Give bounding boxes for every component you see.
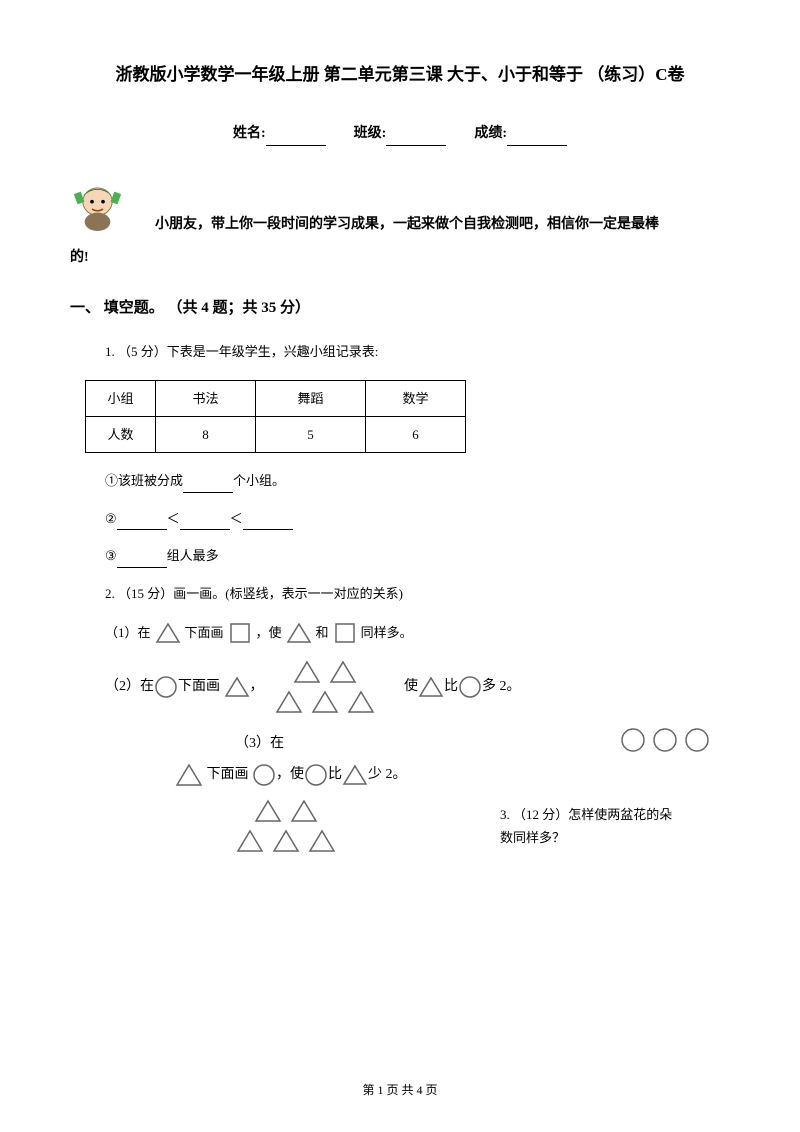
name-blank[interactable] (266, 132, 326, 146)
circle-icon (458, 675, 482, 699)
circle-icon (252, 763, 276, 787)
triangle-icon (342, 763, 368, 787)
q1-sub1-blank[interactable] (183, 480, 233, 493)
page-title: 浙教版小学数学一年级上册 第二单元第三课 大于、小于和等于 （练习）C卷 (70, 60, 730, 91)
table-header-row: 小组 书法 舞蹈 数学 (86, 380, 466, 416)
q2-part2: （2）在 下面画 ， 使 比 多 2。 (105, 659, 730, 715)
td-v2: 5 (256, 416, 366, 452)
info-line: 姓名: 班级: 成绩: (70, 121, 730, 146)
q1-sub2-blank2[interactable] (180, 517, 230, 530)
page-footer: 第 1 页 共 4 页 (0, 1080, 800, 1102)
triangle-pyramid-2 (235, 798, 337, 854)
q2p2-d: 使 (404, 674, 418, 699)
q1-sub3-blank[interactable] (117, 555, 167, 568)
q3-text-2: 数同样多？ (500, 830, 565, 845)
q2p2-a: （2）在 (105, 674, 154, 699)
q1-sub2-lt2: ＜ (230, 511, 243, 526)
table-data-row: 人数 8 5 6 (86, 416, 466, 452)
q3-text-1: 3. （12 分）怎样使两盆花的朵 (500, 807, 672, 822)
td-v3: 6 (366, 416, 466, 452)
th-group: 小组 (86, 380, 156, 416)
td-label: 人数 (86, 416, 156, 452)
square-icon (228, 621, 252, 645)
q2p2-e: 比 (444, 674, 458, 699)
th-calligraphy: 书法 (156, 380, 256, 416)
q2p3-a: （3）在 (235, 736, 284, 751)
intro-text-1: 小朋友，带上你一段时间的学习成果，一起来做个自我检测吧，相信你一定是最棒 (155, 176, 659, 237)
td-v1: 8 (156, 416, 256, 452)
q2-text: 2. （15 分）画一画。(标竖线，表示一一对应的关系) (105, 582, 730, 605)
q2p1-a: （1）在 (105, 621, 151, 644)
q1-sub3-b: 组人最多 (167, 548, 219, 563)
q1-sub1-b: 个小组。 (233, 473, 285, 488)
q1-sub1-a: ①该班被分成 (105, 473, 183, 488)
th-math: 数学 (366, 380, 466, 416)
q2p3-c: ，使 (276, 762, 304, 787)
q1-sub2-lt1: ＜ (167, 511, 180, 526)
q1-sub1: ①该班被分成 个小组。 (105, 469, 730, 492)
circle-icon (304, 763, 328, 787)
class-label: 班级: (354, 126, 387, 141)
name-label: 姓名: (233, 126, 266, 141)
q1-table: 小组 书法 舞蹈 数学 人数 8 5 6 (85, 380, 466, 454)
circle-row (620, 727, 710, 753)
triangle-icon (175, 762, 203, 788)
intro-text-2: 的! (70, 245, 730, 270)
triangle-pyramid (274, 659, 376, 715)
q2p2-c: ， (250, 674, 264, 699)
q1-sub2-blank1[interactable] (117, 517, 167, 530)
triangle-icon (224, 675, 250, 699)
q2-part3: （3）在 下面画 ，使 比 少 2。 (105, 727, 730, 854)
q2p1-b: 下面画 (185, 621, 224, 644)
q2p3-e: 少 2。 (368, 762, 407, 787)
q1-sub2-blank3[interactable] (243, 517, 293, 530)
q2-part1: （1）在 下面画 ，使 和 同样多。 (105, 621, 730, 645)
section-1-title: 一、 填空题。 （共 4 题；共 35 分） (70, 295, 730, 322)
q2p1-d: 和 (316, 621, 329, 644)
triangle-icon (155, 621, 181, 645)
class-blank[interactable] (386, 132, 446, 146)
q1-text: 1. （5 分）下表是一年级学生，兴趣小组记录表: (105, 340, 730, 363)
q1-sub2: ② ＜ ＜ (105, 507, 730, 530)
score-blank[interactable] (507, 132, 567, 146)
mascot-icon (70, 176, 125, 231)
square-icon (333, 621, 357, 645)
triangle-icon (286, 621, 312, 645)
q2p3-b: 下面画 (207, 762, 249, 787)
q2p3-d: 比 (328, 762, 342, 787)
q2p2-f: 多 2。 (482, 674, 521, 699)
q2p1-e: 同样多。 (361, 621, 413, 644)
triangle-icon (418, 675, 444, 699)
intro-row: 小朋友，带上你一段时间的学习成果，一起来做个自我检测吧，相信你一定是最棒 (70, 176, 730, 237)
q2p2-b: 下面画 (178, 674, 220, 699)
th-dance: 舞蹈 (256, 380, 366, 416)
q1-sub2-label: ② (105, 511, 117, 526)
q2p1-c: ，使 (256, 621, 282, 644)
q1-sub3: ③ 组人最多 (105, 544, 730, 567)
score-label: 成绩: (474, 126, 507, 141)
circle-icon (154, 675, 178, 699)
q1-sub3-a: ③ (105, 548, 117, 563)
